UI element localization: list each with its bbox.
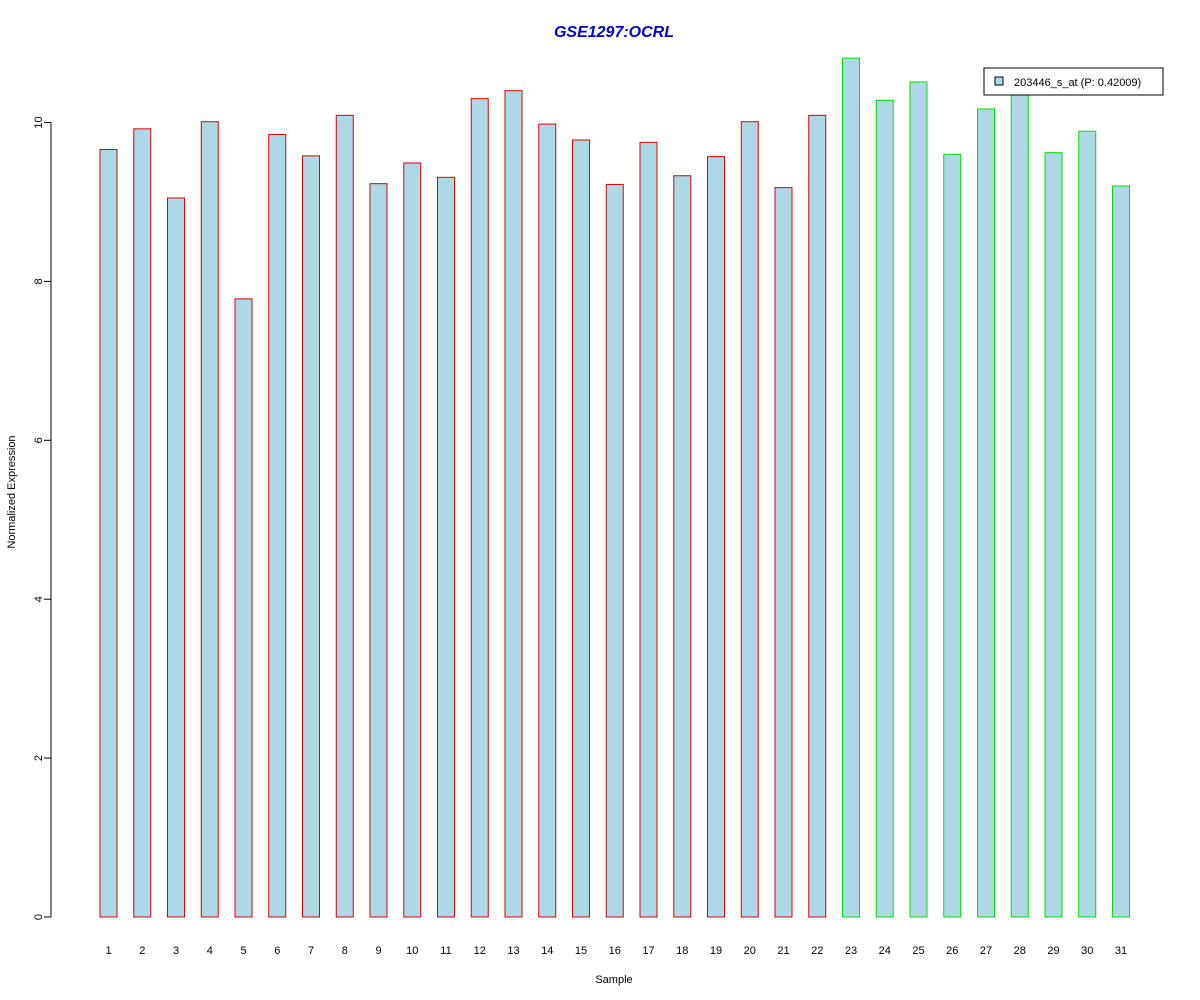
legend: 203446_s_at (P: 0.42009) xyxy=(983,67,1164,96)
x-tick-label: 2 xyxy=(139,945,145,957)
x-tick-label: 4 xyxy=(207,945,213,957)
x-tick-label: 26 xyxy=(946,945,958,957)
x-tick-label: 17 xyxy=(642,945,654,957)
x-tick-label: 7 xyxy=(308,945,314,957)
bar xyxy=(909,81,928,918)
bar xyxy=(167,197,185,918)
bar xyxy=(673,175,692,918)
x-tick-label: 6 xyxy=(274,945,280,957)
x-tick-label: 20 xyxy=(744,945,756,957)
x-tick-label: 22 xyxy=(811,945,823,957)
legend-swatch xyxy=(994,76,1004,86)
bar xyxy=(234,298,253,918)
y-axis: 0 2 4 6 8 10 xyxy=(33,116,52,920)
x-tick-label: 12 xyxy=(474,945,486,957)
x-tick-label: 11 xyxy=(440,945,451,957)
bar xyxy=(504,90,523,918)
x-tick-label: 8 xyxy=(342,945,348,957)
bar xyxy=(1044,152,1063,918)
bar xyxy=(369,183,388,918)
x-tick-label: 31 xyxy=(1115,945,1127,957)
y-tick-label: 4 xyxy=(33,596,45,602)
y-tick-label: 0 xyxy=(33,914,45,920)
bar xyxy=(707,156,725,918)
x-tick-label: 15 xyxy=(575,945,587,957)
y-tick-label: 6 xyxy=(33,437,45,443)
bar xyxy=(538,123,557,918)
chart-title: GSE1297:OCRL xyxy=(554,24,674,41)
bar xyxy=(268,133,287,918)
bar xyxy=(943,153,962,918)
bar xyxy=(302,155,320,918)
bar xyxy=(605,183,624,918)
x-axis-label: Sample xyxy=(595,974,632,986)
x-tick-label: 24 xyxy=(879,945,891,957)
bar xyxy=(774,187,793,918)
bar xyxy=(1112,185,1130,918)
bar xyxy=(842,57,860,918)
x-tick-label: 30 xyxy=(1081,945,1093,957)
bar xyxy=(470,98,489,918)
bar xyxy=(335,114,354,918)
legend-box xyxy=(983,67,1164,96)
x-tick-label: 10 xyxy=(406,945,418,957)
x-tick-label: 9 xyxy=(375,945,381,957)
x-tick-label: 16 xyxy=(609,945,621,957)
x-tick-labels: 1 2 3 4 5 6 7 8 9 10 11 12 13 14 15 16 17 18 19 20 21 22 23 24 2… xyxy=(105,945,1127,957)
y-tick-label: 8 xyxy=(33,278,45,284)
bar xyxy=(977,108,995,918)
bar xyxy=(99,149,118,918)
x-tick-label: 14 xyxy=(541,945,553,957)
x-tick-label: 27 xyxy=(980,945,992,957)
bar xyxy=(639,141,658,918)
x-tick-label: 13 xyxy=(507,945,519,957)
bar xyxy=(572,139,590,918)
y-axis-label: Normalized Expression xyxy=(6,435,18,548)
y-tick-label: 10 xyxy=(33,116,45,128)
x-tick-label: 23 xyxy=(845,945,857,957)
bar xyxy=(200,121,219,918)
bar xyxy=(1078,130,1097,918)
legend-label: 203446_s_at (P: 0.42009) xyxy=(1014,77,1141,89)
bar xyxy=(437,176,455,918)
bar xyxy=(875,99,894,918)
x-tick-label: 3 xyxy=(173,945,179,957)
x-tick-label: 1 xyxy=(105,945,111,957)
x-tick-label: 29 xyxy=(1047,945,1059,957)
x-tick-label: 19 xyxy=(710,945,722,957)
bar xyxy=(1010,88,1029,918)
bar xyxy=(133,128,152,918)
x-tick-label: 18 xyxy=(676,945,688,957)
x-tick-label: 25 xyxy=(912,945,924,957)
bar xyxy=(740,121,759,918)
bar xyxy=(808,114,827,918)
y-tick-label: 2 xyxy=(33,755,45,761)
x-tick-label: 5 xyxy=(240,945,246,957)
bars xyxy=(99,57,1130,918)
bar xyxy=(403,162,422,918)
x-tick-label: 28 xyxy=(1014,945,1026,957)
x-tick-label: 21 xyxy=(777,945,789,957)
